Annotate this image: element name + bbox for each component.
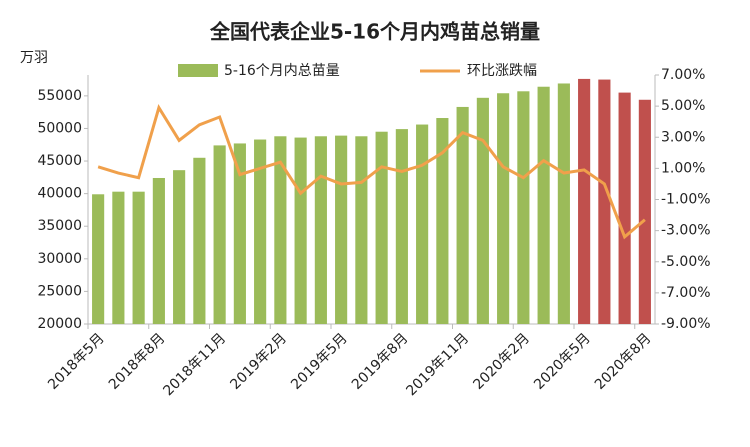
legend-label: 环比涨跌幅 (467, 63, 537, 79)
bar (416, 124, 429, 324)
bar (274, 136, 287, 324)
bar (598, 79, 611, 324)
y-tick-label: 50000 (37, 120, 82, 136)
bar (335, 135, 348, 324)
x-tick-label: 2018年5月 (45, 330, 108, 393)
bar (395, 129, 408, 324)
y-tick-label: 35000 (37, 218, 82, 234)
x-tick-label: 2019年11月 (403, 330, 472, 399)
y-axis-label: 万羽 (20, 50, 48, 66)
x-tick-label: 2019年2月 (227, 330, 290, 393)
y2-tick-label: -1.00% (661, 192, 711, 208)
bar (294, 137, 307, 324)
bar (578, 78, 591, 324)
y-tick-label: 40000 (37, 186, 82, 202)
y-tick-label: 55000 (37, 88, 82, 104)
y-tick-label: 30000 (37, 251, 82, 267)
chart-title: 全国代表企业5-16个月内鸡苗总销量 (209, 20, 540, 44)
bar (132, 191, 145, 324)
x-tick-label: 2020年8月 (592, 330, 655, 393)
x-tick-label: 2018年11月 (160, 330, 229, 399)
bar (375, 131, 388, 324)
bar (314, 136, 327, 324)
bar (233, 143, 246, 324)
line (97, 104, 646, 240)
bar (537, 86, 550, 324)
bar (456, 106, 469, 324)
y2-tick-label: 7.00% (661, 67, 705, 83)
bar (618, 92, 631, 324)
y-tick-label: 25000 (37, 283, 82, 299)
y2-tick-label: 5.00% (661, 98, 705, 114)
bar (254, 139, 267, 324)
bar (92, 194, 105, 324)
bar (517, 91, 530, 325)
y2-tick-label: 3.00% (661, 129, 705, 145)
x-tick-label: 2020年2月 (470, 330, 533, 393)
bar (497, 93, 510, 324)
bar (193, 157, 206, 324)
bar (557, 83, 570, 325)
bar (476, 97, 489, 324)
bar (152, 177, 165, 324)
x-tick-label: 2019年8月 (349, 330, 412, 393)
y-tick-label: 45000 (37, 153, 82, 169)
bar (213, 145, 226, 324)
bar (173, 170, 186, 324)
y2-tick-label: 1.00% (661, 160, 705, 176)
y2-tick-label: -5.00% (661, 254, 711, 270)
legend-swatch (178, 64, 218, 77)
y2-tick-label: -7.00% (661, 285, 711, 301)
x-tick-label: 2018年8月 (106, 330, 169, 393)
bar (638, 99, 651, 325)
x-tick-label: 2020年5月 (531, 330, 594, 393)
y-tick-label: 20000 (37, 316, 82, 332)
y2-tick-label: -3.00% (661, 223, 711, 239)
x-tick-label: 2019年5月 (288, 330, 351, 393)
bar (112, 191, 125, 324)
legend-label: 5-16个月内总苗量 (224, 63, 340, 79)
y2-tick-label: -9.00% (661, 316, 711, 332)
bar (436, 118, 449, 325)
bar (355, 136, 368, 324)
